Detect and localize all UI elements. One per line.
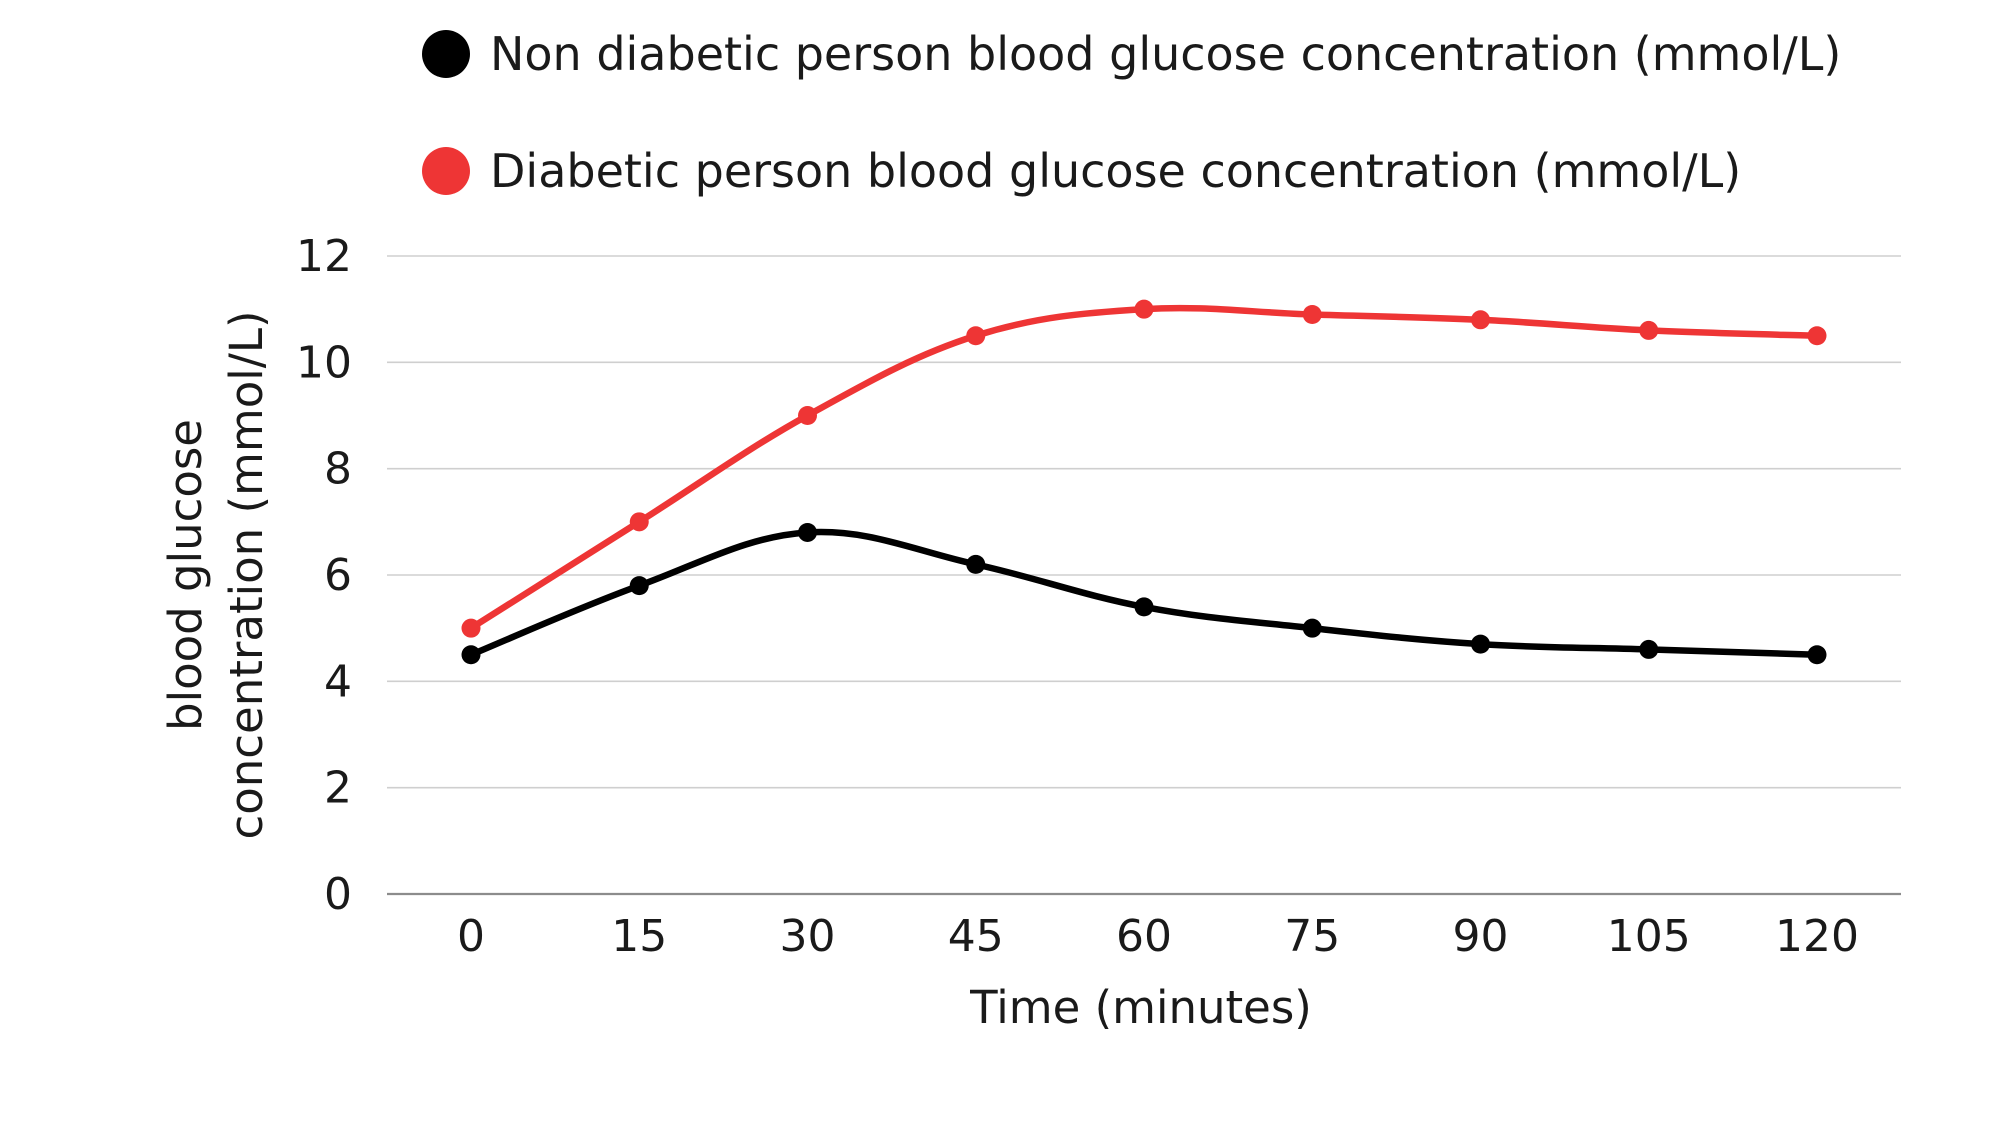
legend-item: Non diabetic person blood glucose concen… <box>422 27 1841 81</box>
x-tick-label: 30 <box>780 911 836 962</box>
y-tick-label: 6 <box>324 550 352 601</box>
x-tick-label: 105 <box>1607 911 1691 962</box>
data-point <box>798 406 817 425</box>
x-tick-label: 90 <box>1453 911 1509 962</box>
legend-marker <box>422 30 470 78</box>
legend-label: Diabetic person blood glucose concentrat… <box>490 144 1741 198</box>
data-point <box>461 645 481 665</box>
x-tick-label: 120 <box>1775 911 1859 962</box>
y-axis-title: blood glucose concentration (mmol/L) <box>159 310 273 839</box>
x-tick-label: 45 <box>948 911 1004 962</box>
y-axis-title-line: blood glucose <box>159 419 212 731</box>
data-point <box>1471 310 1490 330</box>
data-point <box>966 554 986 574</box>
data-point <box>1807 645 1827 665</box>
data-point <box>629 576 649 596</box>
data-point <box>461 618 481 638</box>
data-point <box>1639 320 1659 340</box>
x-tick-label: 15 <box>611 911 667 962</box>
data-point <box>1807 326 1827 346</box>
data-point <box>1302 618 1322 638</box>
data-point <box>966 326 986 346</box>
y-tick-label: 8 <box>324 444 352 495</box>
series-layer <box>461 299 1827 665</box>
legend-item: Diabetic person blood glucose concentrat… <box>422 144 1741 198</box>
x-tick-label: 0 <box>457 911 485 962</box>
y-tick-label: 12 <box>296 231 352 282</box>
x-axis-title: Time (minutes) <box>969 981 1312 1034</box>
data-point <box>1134 299 1154 319</box>
x-axis-tick-labels: 0 15 30 45 60 75 90 105 120 <box>457 911 1859 962</box>
series-non-diabetic <box>461 522 1827 665</box>
y-tick-label: 0 <box>324 869 352 920</box>
y-axis-title-line: concentration (mmol/L) <box>220 310 273 839</box>
y-tick-label: 2 <box>324 763 352 814</box>
series-diabetic <box>461 299 1827 638</box>
legend-marker <box>422 147 470 195</box>
data-point <box>798 522 817 542</box>
data-point <box>1302 304 1322 324</box>
x-tick-label: 75 <box>1284 911 1340 962</box>
y-axis-tick-labels: 0 2 4 6 8 10 12 <box>296 231 352 920</box>
chart-legend: Non diabetic person blood glucose concen… <box>422 27 1841 198</box>
y-tick-label: 10 <box>296 337 352 388</box>
x-tick-label: 60 <box>1116 911 1172 962</box>
series-line <box>467 528 1821 658</box>
legend-label: Non diabetic person blood glucose concen… <box>490 27 1841 81</box>
data-point <box>629 512 649 532</box>
data-point <box>1134 597 1154 617</box>
gridlines <box>387 255 1901 896</box>
data-point <box>1639 639 1659 659</box>
data-point <box>1471 634 1490 654</box>
series-line <box>467 304 1821 632</box>
y-tick-label: 4 <box>324 656 352 707</box>
